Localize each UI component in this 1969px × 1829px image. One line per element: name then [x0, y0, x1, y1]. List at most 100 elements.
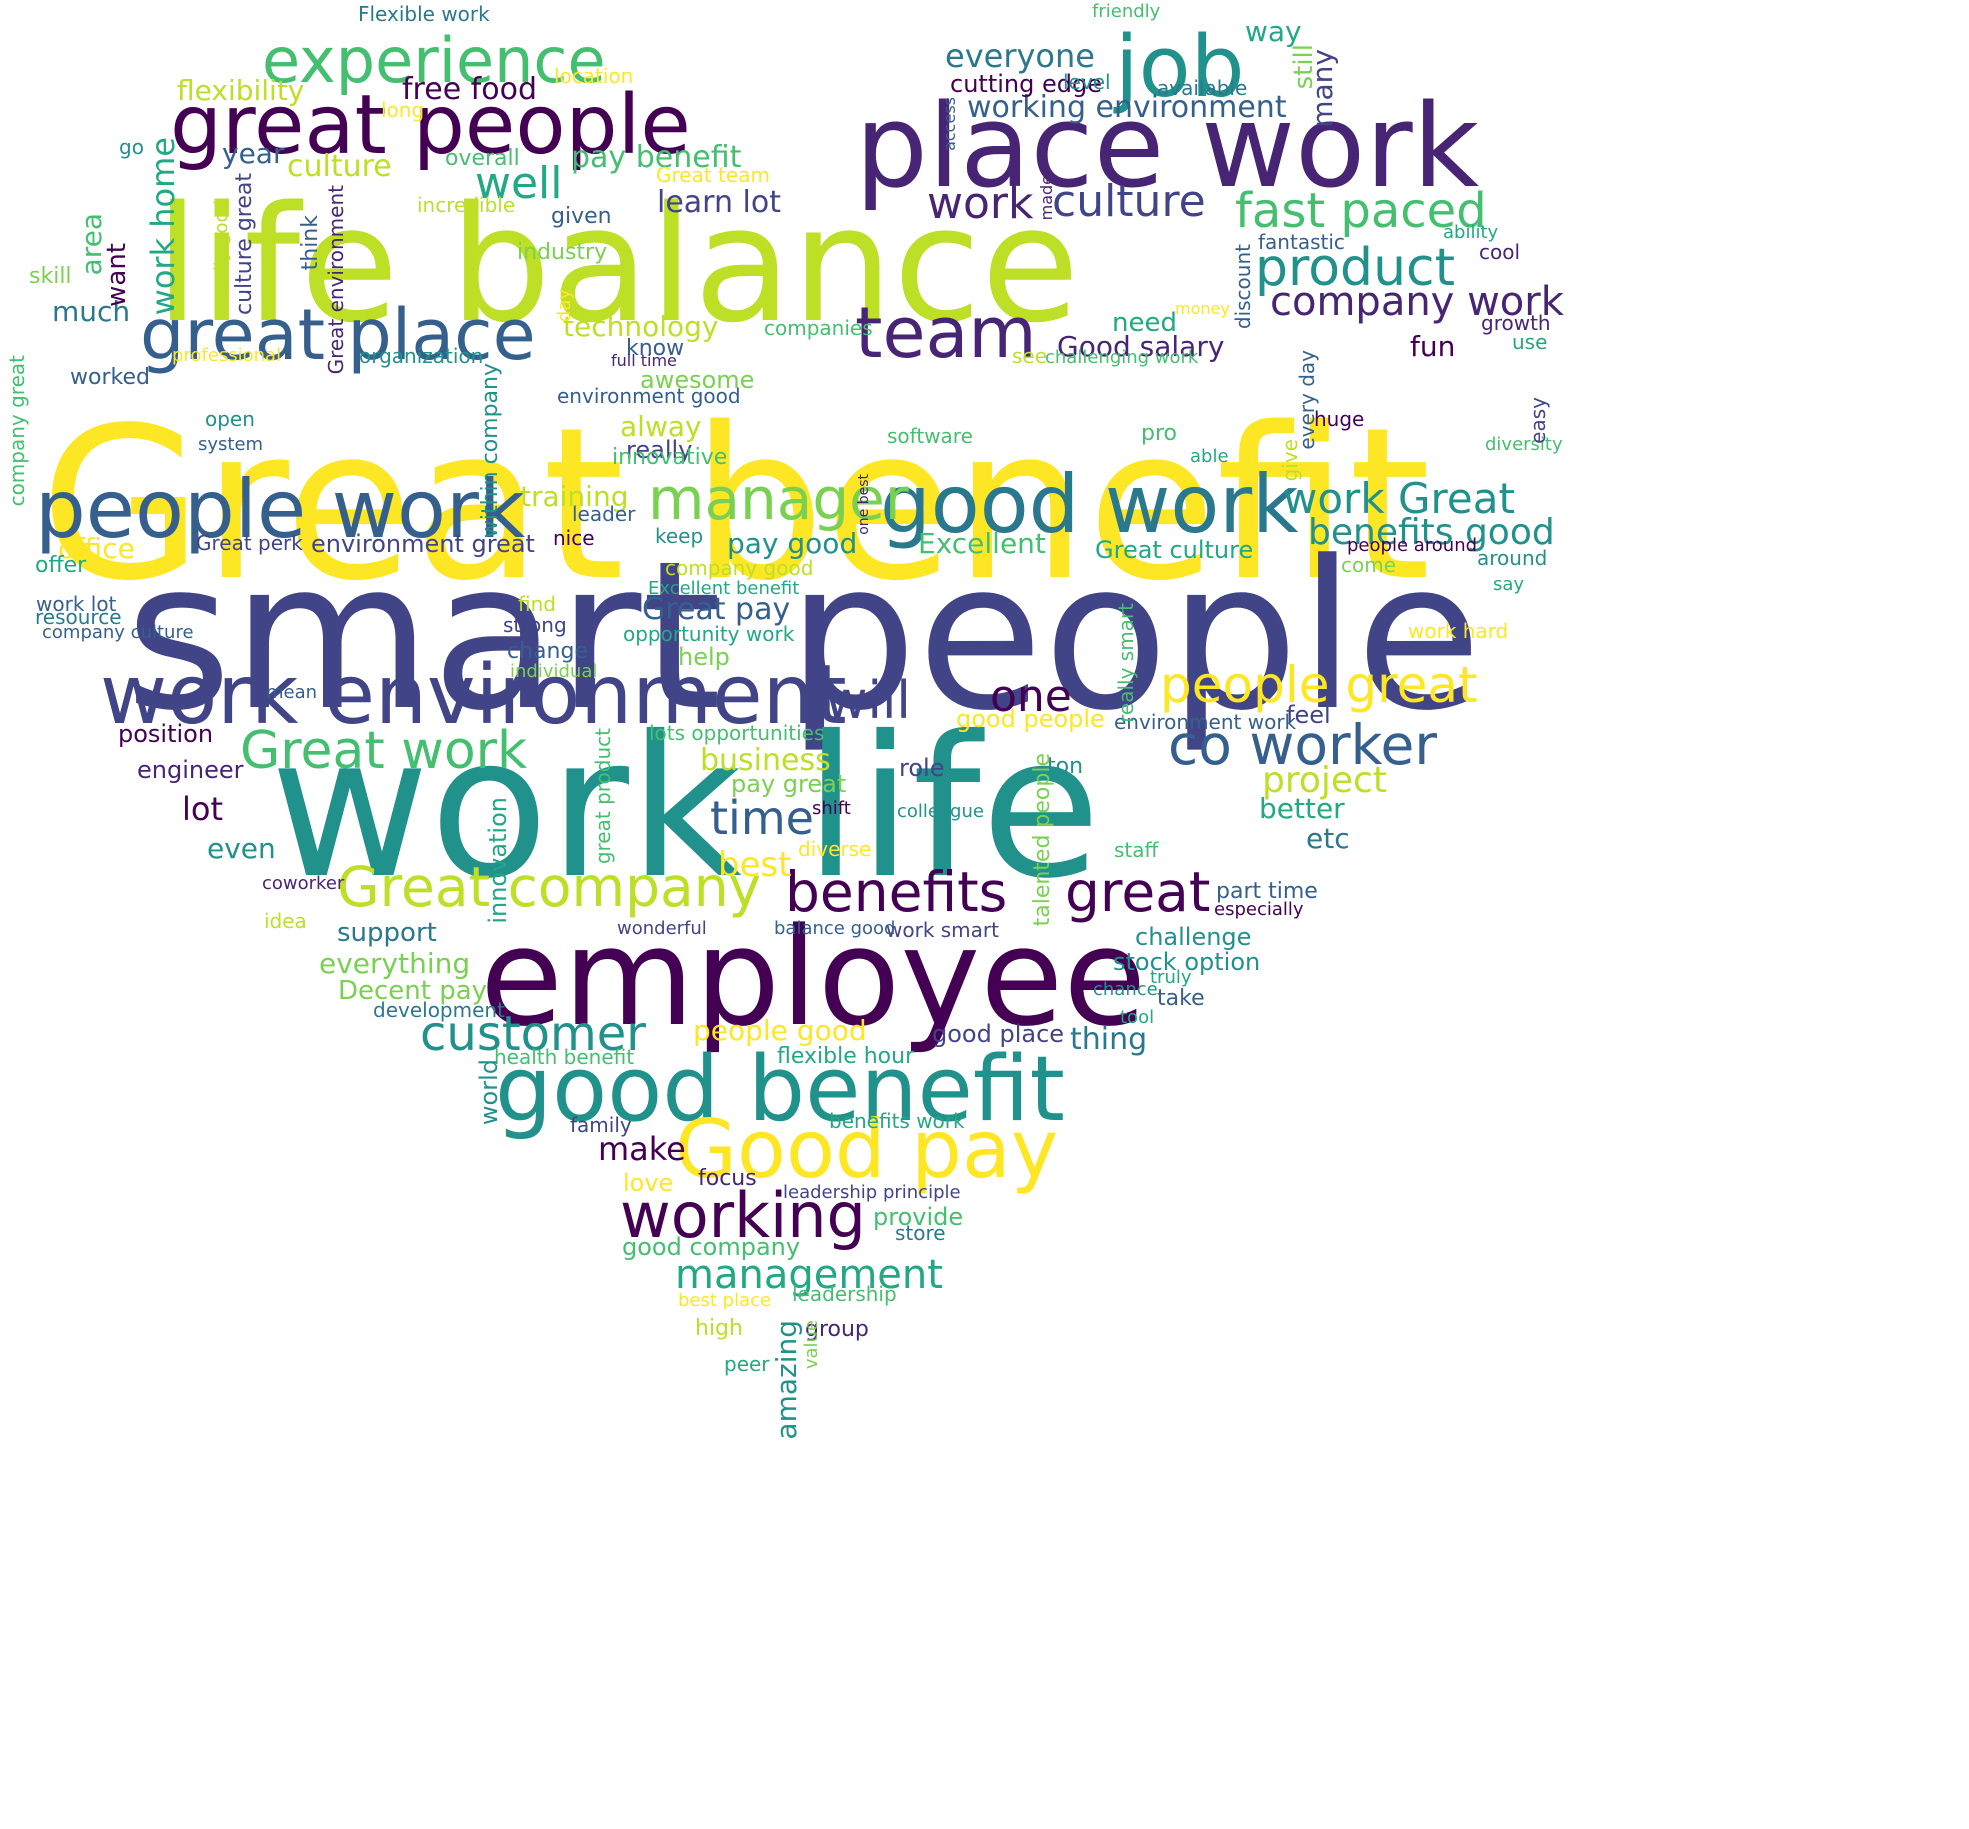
word-people-great: people great — [1160, 656, 1478, 714]
word-environment-work: environment work — [1114, 710, 1297, 734]
word-innovation: innovation — [484, 797, 512, 924]
word-many: many — [1306, 49, 1339, 128]
word-give: give — [1278, 439, 1302, 482]
word-development: development — [373, 998, 505, 1022]
word-worked: worked — [70, 365, 150, 390]
word-good-benefit: good benefit — [495, 1037, 1065, 1142]
word-within-company: within company — [478, 363, 503, 539]
word-much: much — [52, 295, 131, 328]
word-job: job — [1115, 18, 1245, 117]
word-co-worker: co worker — [1168, 713, 1437, 777]
word-professional: professional — [172, 345, 282, 366]
word-way: way — [1245, 15, 1302, 48]
word-people-around: people around — [1347, 535, 1478, 556]
word-really-smart: really smart — [1114, 603, 1138, 723]
word-value: value — [801, 1320, 822, 1370]
word-diverse: diverse — [798, 837, 872, 861]
word-working: working — [620, 1179, 866, 1252]
word-benefits-good: benefits good — [1308, 512, 1555, 553]
word-work-smart: work smart — [886, 918, 999, 942]
word-people-work: people work — [35, 463, 526, 556]
word-awesome: awesome — [640, 366, 755, 394]
word-role: role — [899, 754, 945, 782]
word-management: management — [675, 1252, 943, 1298]
word-innovative: innovative — [612, 445, 728, 470]
word-want: want — [102, 243, 132, 307]
word-shift: shift — [812, 798, 851, 819]
word-etc: etc — [1306, 822, 1350, 855]
word-training: training — [520, 480, 629, 513]
word-one: one — [990, 671, 1072, 722]
word-fantastic: fantastic — [1258, 230, 1345, 254]
word-experience: experience — [262, 24, 606, 97]
word-really-good: really good — [211, 200, 232, 301]
word-every-day: every day — [1295, 350, 1319, 450]
word-free-food: free food — [402, 72, 537, 107]
word-great-place: great place — [140, 294, 536, 376]
word-flexible-hour: flexible hour — [777, 1044, 915, 1069]
word-leader: leader — [572, 502, 636, 526]
word-challenging-work: challenging work — [1045, 347, 1199, 368]
word-thing: thing — [1070, 1022, 1148, 1057]
word-technology: technology — [563, 310, 719, 343]
word-nice: nice — [553, 526, 595, 550]
word-position: position — [118, 720, 214, 748]
word-location: location — [554, 64, 634, 88]
word-work-environment: work environment — [100, 648, 847, 743]
word-environment-great: environment great — [311, 530, 535, 558]
word-pay-benefit: pay benefit — [571, 140, 742, 175]
word-pay-great: pay great — [731, 770, 847, 798]
word-place-work: place work — [855, 80, 1480, 214]
word-staff: staff — [1114, 838, 1159, 862]
word-work-life: work life — [270, 694, 1101, 921]
word-need: need — [1112, 308, 1177, 338]
word-say: say — [1493, 574, 1525, 595]
word-truly: truly — [1150, 967, 1192, 988]
word-smart-people: smart people — [125, 518, 1482, 756]
word-find: find — [518, 592, 556, 616]
word-group: group — [805, 1317, 869, 1342]
word-discount: discount — [1231, 244, 1255, 330]
word-support: support — [337, 918, 437, 948]
word-balance-good: balance good — [774, 918, 896, 939]
word-software: software — [887, 424, 973, 448]
word-cutting-edge: cutting edge — [950, 70, 1102, 98]
word-great-people: great people — [170, 78, 691, 173]
word-company-work: company work — [1270, 279, 1564, 325]
word-best-place: best place — [678, 1290, 772, 1311]
word-access: access — [940, 97, 959, 151]
word-great-perk: Great perk — [196, 531, 303, 555]
word-product: product — [1255, 238, 1456, 298]
word-able: able — [1190, 446, 1229, 467]
word-industry: industry — [517, 240, 608, 265]
word-good-place: good place — [932, 1020, 1065, 1048]
word-great: great — [1065, 860, 1211, 924]
word-culture: culture — [287, 149, 392, 184]
word-help: help — [678, 643, 730, 671]
word-change: change — [507, 639, 588, 664]
word-feel: feel — [1286, 701, 1331, 729]
word-organization: organization — [359, 344, 484, 368]
word-good-salary: Good salary — [1057, 330, 1225, 363]
word-learn-lot: learn lot — [657, 185, 781, 220]
word-pay-good: pay good — [727, 527, 858, 560]
word-keep: keep — [655, 524, 704, 548]
word-excellent: Excellent — [918, 527, 1046, 560]
word-benefits: benefits — [785, 860, 1008, 924]
word-great-product: great product — [591, 728, 615, 865]
word-friendly: friendly — [1092, 1, 1161, 22]
word-work-lot: work lot — [36, 592, 117, 616]
word-excellent-benefit: Excellent benefit — [648, 578, 800, 599]
word-fun: fun — [1410, 330, 1456, 363]
word-company-great: company great — [5, 355, 29, 507]
word-great-work: Great work — [240, 721, 528, 781]
word-flexibility: flexibility — [177, 74, 305, 107]
word-see: see — [1012, 344, 1048, 368]
word-strong: strong — [503, 613, 567, 637]
word-skill: skill — [29, 264, 72, 289]
word-life-balance: life balance — [155, 171, 1080, 358]
word-work-hard: work hard — [1408, 619, 1509, 643]
word-huge: huge — [1314, 407, 1365, 431]
word-flexible-work: Flexible work — [358, 2, 490, 26]
word-love: love — [623, 1169, 674, 1197]
